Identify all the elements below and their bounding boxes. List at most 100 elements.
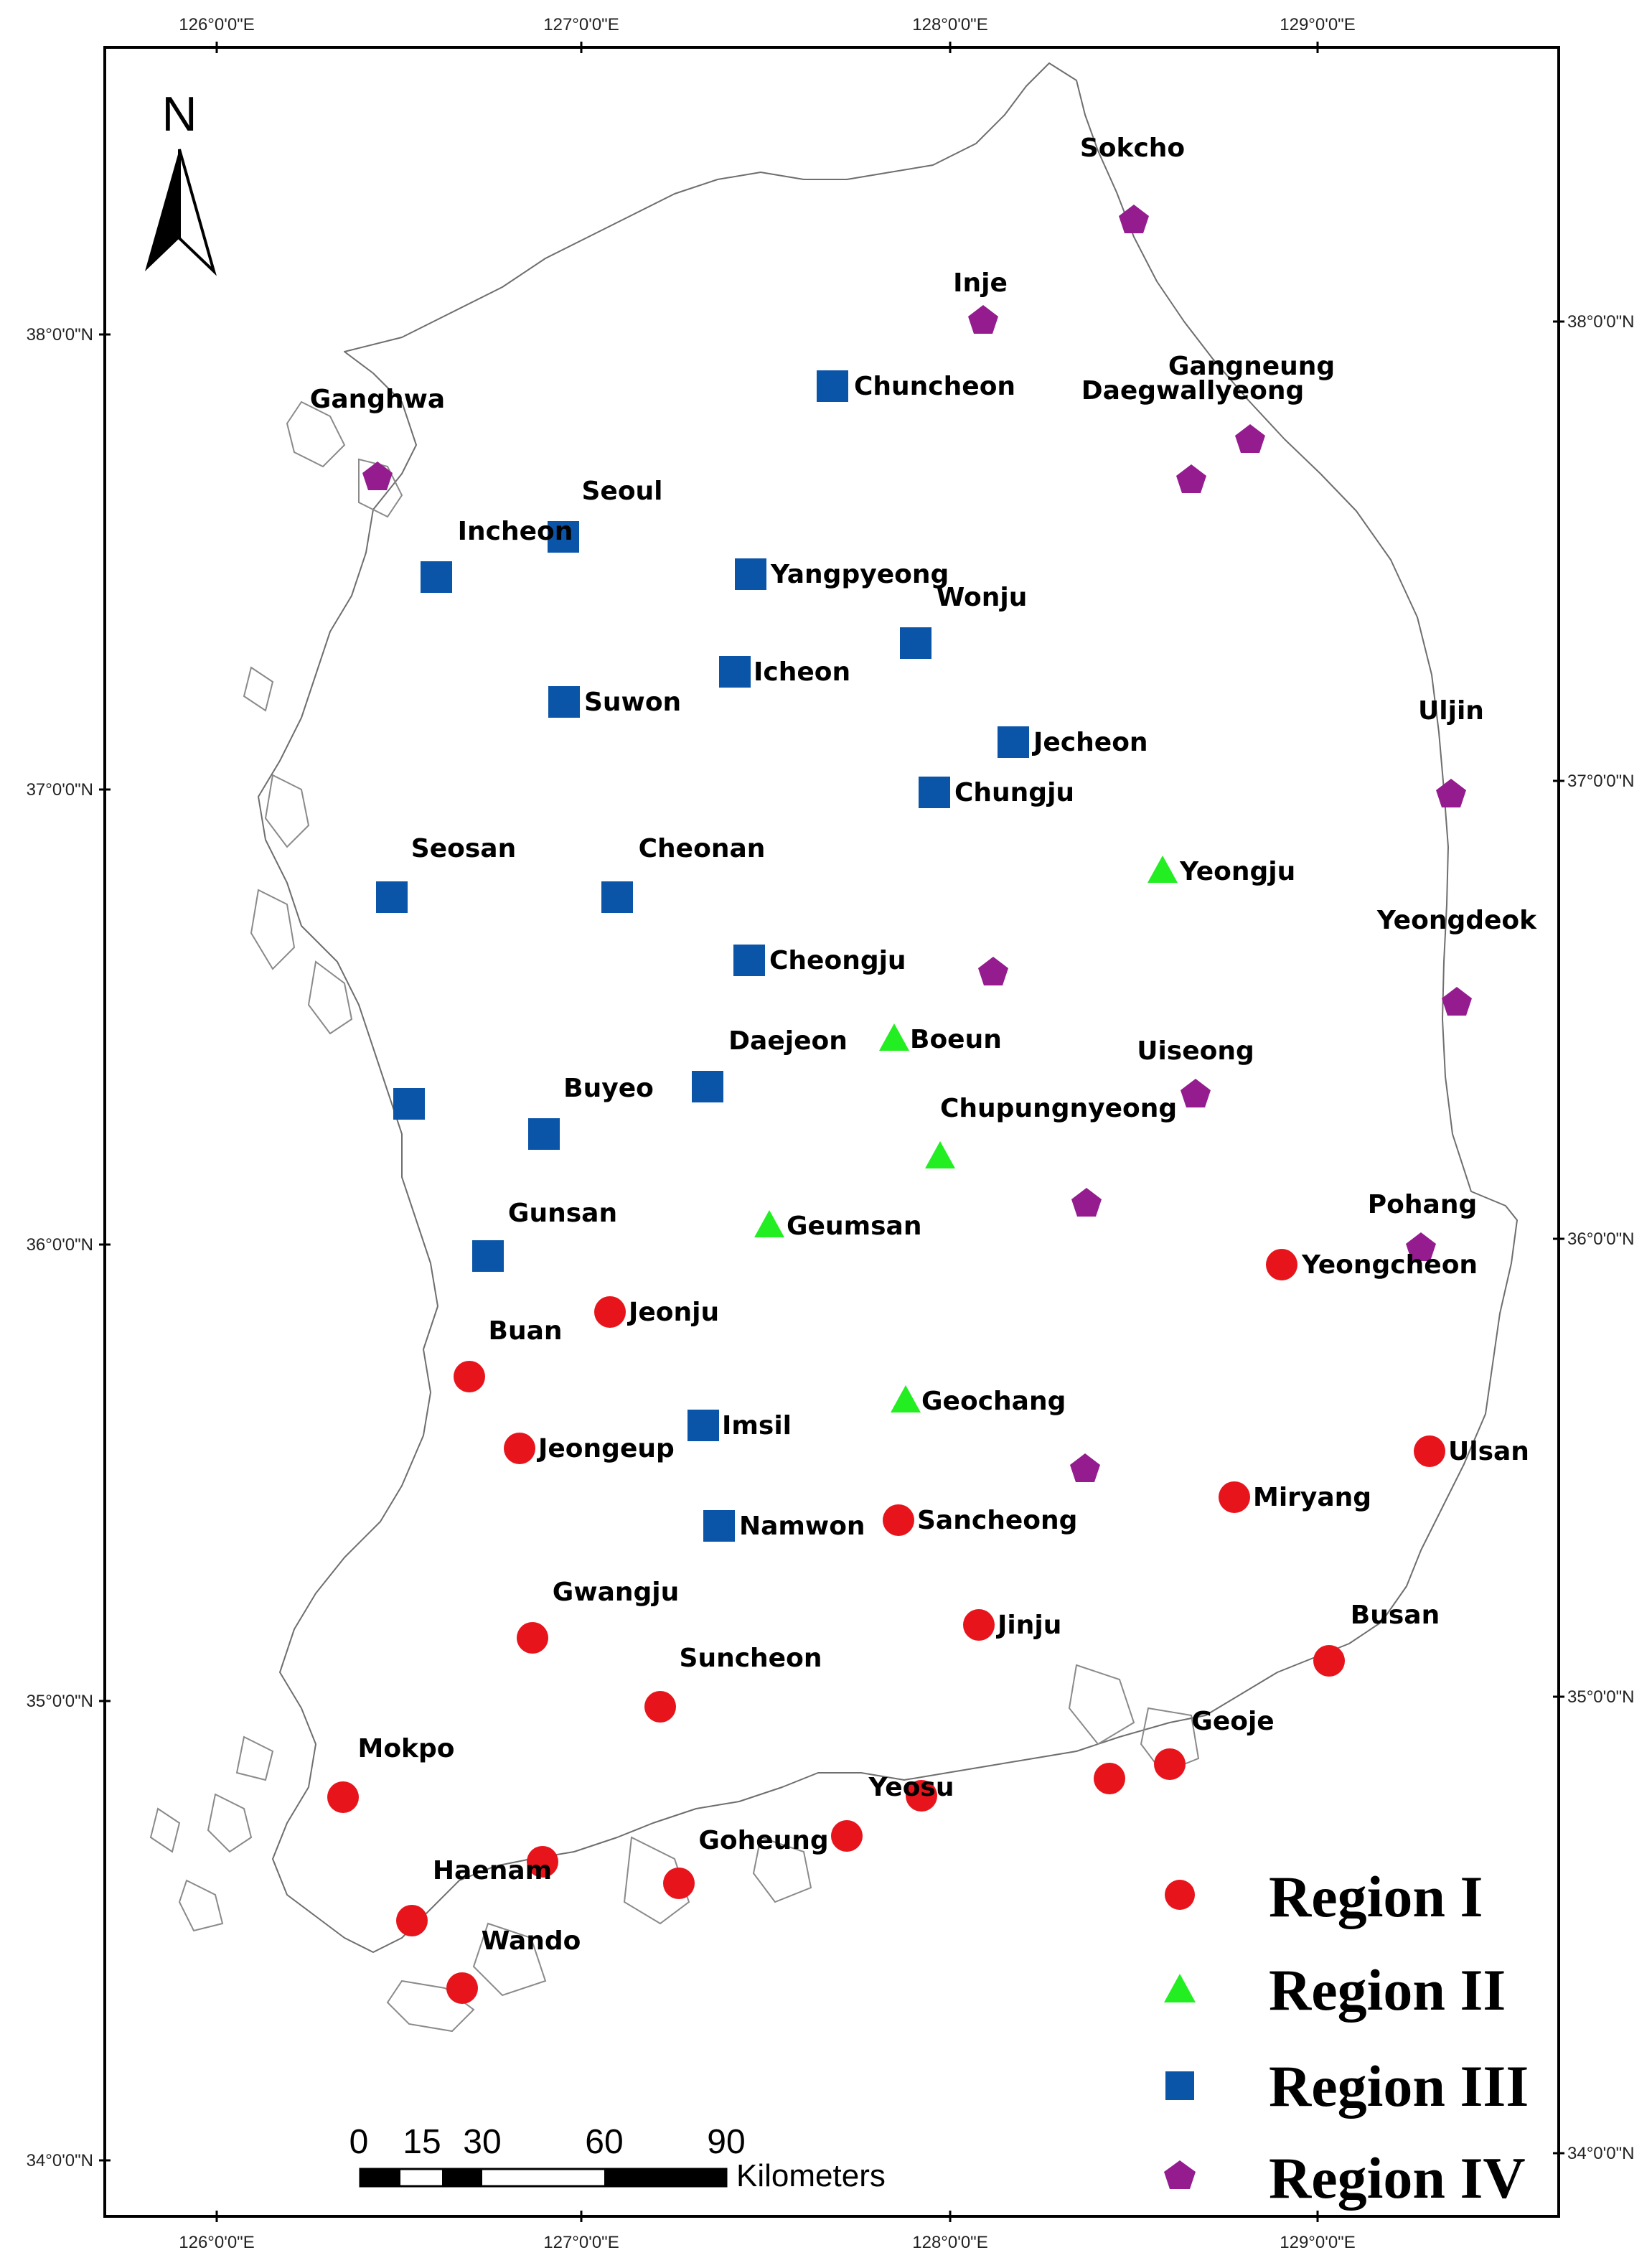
station-marker-mokpo: [327, 1781, 359, 1813]
coastline-mainland: [258, 62, 1518, 1953]
legend-symbol-region-iii: [1165, 2071, 1194, 2100]
station-marker-suwon: [548, 686, 580, 718]
station-marker-daegwallyeong: [1176, 464, 1206, 493]
station-marker-chungju: [919, 777, 950, 808]
station-marker-unlabeled-26: [393, 1088, 425, 1120]
station-marker-unlabeled-11: [1070, 1453, 1100, 1482]
legend-symbol-region-iv: [1164, 2160, 1196, 2189]
north-arrow-left-half: [145, 149, 179, 271]
station-marker-seosan: [376, 881, 408, 913]
station-marker-unlabeled-52: [527, 1846, 558, 1878]
station-label-uljin: Uljin: [1418, 696, 1484, 726]
station-label-yangpyeong: Yangpyeong: [770, 560, 949, 589]
station-label-yeosu: Yeosu: [868, 1773, 954, 1802]
north-arrow-right-half: [178, 149, 217, 276]
scale-tick-30: 30: [463, 2123, 501, 2161]
lat-label-35-right: 35°0'0"N: [1567, 1687, 1634, 1707]
north-arrow: N: [145, 87, 217, 276]
station-marker-imsil: [687, 1410, 719, 1441]
station-marker-jecheon: [998, 726, 1029, 758]
station-marker-buan: [454, 1361, 485, 1392]
station-label-suncheon: Suncheon: [680, 1644, 822, 1673]
station-marker-suncheon: [644, 1691, 676, 1723]
scale-bar-seg-1: [360, 2169, 400, 2186]
station-marker-unlabeled-48: [1094, 1763, 1125, 1794]
station-marker-jeongeup: [504, 1433, 535, 1464]
station-label-daejeon: Daejeon: [728, 1026, 848, 1056]
station-label-yeongju: Yeongju: [1179, 857, 1295, 886]
scale-unit-label: Kilometers: [736, 2158, 886, 2193]
station-marker-goheung: [663, 1868, 695, 1899]
grid-ticks: [99, 42, 1564, 2222]
station-marker-geoje: [1154, 1748, 1186, 1780]
station-label-haenam: Haenam: [433, 1856, 552, 1885]
station-label-goheung: Goheung: [698, 1826, 828, 1855]
station-label-cheonan: Cheonan: [639, 834, 766, 863]
lat-label-37-left: 37°0'0"N: [27, 780, 93, 800]
station-label-boeun: Boeun: [910, 1025, 1002, 1054]
legend-label-region-iii: Region III: [1269, 2053, 1529, 2119]
station-label-chungju: Chungju: [954, 778, 1074, 807]
lat-label-36-left: 36°0'0"N: [27, 1235, 93, 1255]
station-label-chupungnyeong: Chupungnyeong: [940, 1094, 1177, 1123]
station-marker-incheon: [421, 561, 452, 593]
station-marker-unlabeled-9: [978, 957, 1008, 985]
station-label-wando: Wando: [482, 1926, 581, 1956]
station-marker-gunsan: [472, 1240, 504, 1272]
map-frame: [103, 46, 1560, 2218]
station-marker-jinju: [963, 1609, 995, 1641]
scale-tick-0: 0: [349, 2123, 369, 2161]
station-marker-cheongju: [733, 945, 765, 976]
station-marker-chuncheon: [817, 370, 848, 402]
station-marker-daejeon: [692, 1071, 723, 1102]
station-label-seosan: Seosan: [411, 834, 516, 863]
station-marker-haenam: [396, 1905, 428, 1936]
station-marker-seoul: [548, 521, 579, 553]
station-marker-unlabeled-10: [1071, 1188, 1102, 1217]
station-marker-busan: [1313, 1645, 1345, 1677]
station-label-geochang: Geochang: [921, 1387, 1066, 1416]
station-label-yeongdeok: Yeongdeok: [1376, 906, 1537, 935]
station-marker-yeongcheon: [1266, 1249, 1297, 1280]
station-marker-unlabeled-50: [831, 1820, 863, 1852]
station-marker-yeosu: [906, 1780, 937, 1812]
scale-tick-60: 60: [585, 2123, 623, 2161]
lat-label-38-right: 38°0'0"N: [1567, 312, 1634, 332]
station-label-jeonju: Jeonju: [626, 1298, 719, 1327]
lat-label-36-right: 36°0'0"N: [1567, 1229, 1634, 1249]
legend-label-region-ii: Region II: [1269, 1957, 1506, 2023]
station-marker-gangneung: [1235, 424, 1265, 453]
station-label-buyeo: Buyeo: [563, 1074, 654, 1103]
station-marker-inje: [968, 305, 998, 334]
station-label-ulsan: Ulsan: [1448, 1437, 1529, 1466]
legend-symbol-region-ii: [1164, 1974, 1196, 2002]
station-label-sancheong: Sancheong: [917, 1506, 1077, 1535]
station-label-daegwallyeong: Daegwallyeong: [1081, 376, 1305, 406]
station-marker-uljin: [1436, 779, 1466, 807]
station-marker-ulsan: [1414, 1435, 1445, 1467]
station-label-sokcho: Sokcho: [1080, 133, 1185, 163]
lon-label-126-top: 126°0'0"E: [179, 15, 254, 34]
station-label-busan: Busan: [1351, 1601, 1440, 1630]
lon-label-129-bottom: 129°0'0"E: [1280, 2233, 1355, 2252]
station-marker-geochang: [891, 1385, 921, 1412]
station-marker-icheon: [719, 656, 751, 688]
station-label-namwon: Namwon: [739, 1512, 865, 1541]
lon-label-129-top: 129°0'0"E: [1280, 15, 1355, 34]
station-marker-sancheong: [883, 1504, 914, 1536]
station-label-icheon: Icheon: [754, 657, 850, 687]
station-label-seoul: Seoul: [581, 477, 662, 506]
station-label-inje: Inje: [953, 268, 1008, 298]
lon-label-128-bottom: 128°0'0"E: [912, 2233, 987, 2252]
lon-label-127-top: 127°0'0"E: [543, 15, 619, 34]
station-marker-ganghwa: [362, 461, 393, 490]
station-marker-wonju: [900, 627, 931, 659]
station-label-geoje: Geoje: [1191, 1707, 1274, 1736]
station-marker-pohang: [1406, 1232, 1436, 1261]
station-marker-wando: [446, 1972, 478, 2004]
station-marker-geumsan: [754, 1210, 784, 1237]
station-marker-yangpyeong: [735, 558, 766, 590]
station-marker-sokcho: [1119, 205, 1149, 233]
